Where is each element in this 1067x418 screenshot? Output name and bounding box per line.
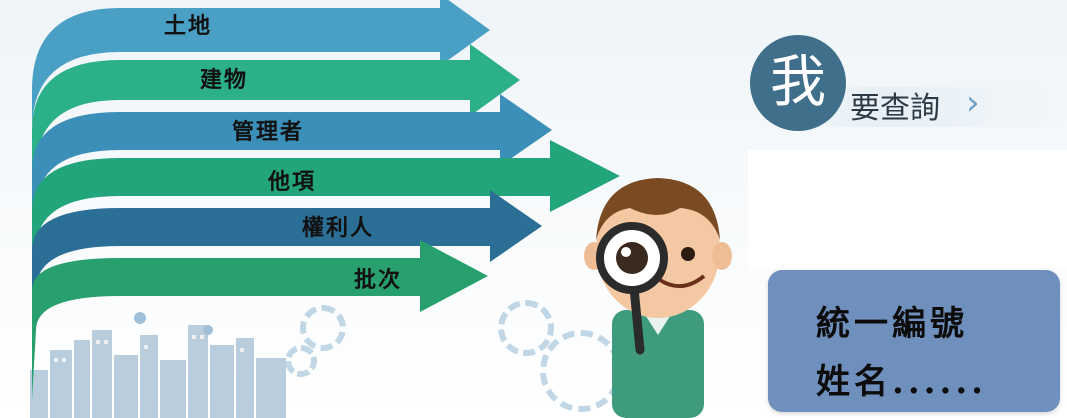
arrow-shape — [32, 44, 520, 320]
arrow-shape — [32, 240, 488, 400]
search-criteria-box: 統一編號 姓名...... — [768, 270, 1060, 412]
category-arrows — [32, 0, 620, 400]
city-skyline-image — [30, 312, 286, 418]
arrow-label-batch[interactable]: 批次 — [354, 268, 403, 293]
query-heading[interactable]: 我 要查詢 › — [748, 35, 1058, 135]
person-with-magnifier-image — [584, 178, 732, 418]
gear-icon — [285, 345, 317, 377]
gear-icon — [300, 305, 346, 351]
arrow-shape — [32, 140, 620, 360]
arrow-label-land[interactable]: 土地 — [164, 14, 213, 39]
arrow-shape — [32, 190, 542, 380]
arrow-label-right-holder[interactable]: 權利人 — [302, 216, 375, 241]
arrow-shape — [32, 94, 552, 340]
arrow-label-manager[interactable]: 管理者 — [232, 120, 305, 145]
criteria-line-name: 姓名...... — [816, 362, 988, 402]
me-badge: 我 — [750, 35, 846, 131]
arrow-shape — [32, 0, 490, 300]
chevron-right-icon: › — [966, 83, 980, 123]
gear-icon — [498, 300, 554, 356]
query-label: 要查詢 — [850, 91, 940, 126]
arrow-label-other-rights[interactable]: 他項 — [268, 170, 317, 195]
criteria-line-id-number: 統一編號 — [816, 304, 968, 344]
blank-card — [748, 150, 1067, 268]
arrow-label-building[interactable]: 建物 — [200, 68, 249, 93]
